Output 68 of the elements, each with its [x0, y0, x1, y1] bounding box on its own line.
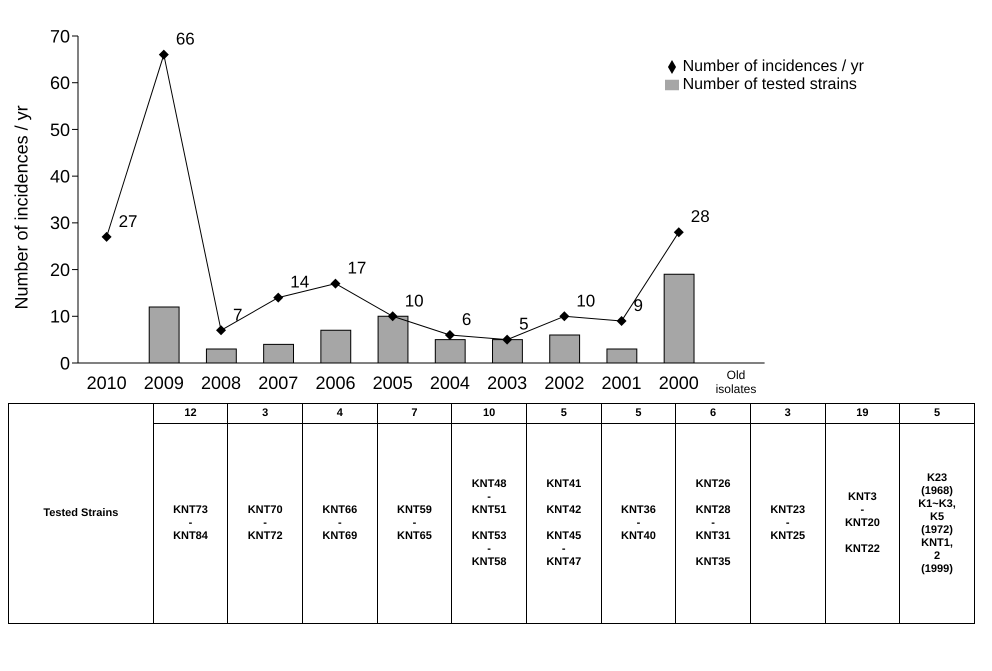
point — [674, 227, 684, 238]
data-label: 9 — [634, 296, 644, 315]
y-axis-title: Number of incidences / yr — [11, 105, 32, 310]
point — [559, 311, 570, 322]
text: 7 — [377, 404, 452, 424]
x-tick-label: 2002 — [544, 373, 584, 393]
text: 4 — [302, 404, 378, 424]
text: 5 — [601, 404, 676, 424]
text: 5 — [900, 404, 974, 424]
point — [388, 311, 398, 322]
point — [273, 292, 284, 303]
x-tick-label: Old isolates — [716, 368, 756, 396]
point — [102, 232, 112, 242]
data-label: 17 — [347, 258, 366, 278]
x-tick-label: 2010 — [86, 373, 127, 393]
point — [444, 330, 455, 340]
text: K23 (1968) K1~K3, K5 (1972) KNT1, 2 (1999) — [900, 424, 974, 624]
text: KNT70 - KNT72 — [228, 424, 302, 624]
y-tick-label: 60 — [50, 73, 70, 94]
data-label: 7 — [233, 305, 243, 324]
text: 5 — [526, 404, 602, 424]
text: KNT41 KNT42 KNT45 - KNT47 — [546, 478, 582, 568]
text: 19 — [825, 404, 900, 424]
point — [502, 334, 512, 345]
y-tick-label: 0 — [60, 353, 70, 374]
text: 3 — [750, 404, 826, 424]
point — [616, 316, 627, 326]
text: KNT48 - KNT51 KNT53 - KNT58 — [472, 478, 507, 568]
x-tick-label: 2007 — [258, 373, 298, 393]
x-tick-label: 2003 — [487, 373, 528, 393]
text: Tested Strains — [8, 404, 154, 624]
y-tick-label: 50 — [50, 120, 70, 140]
text: KNT3 - KNT20 KNT22 — [844, 491, 880, 555]
x-tick-label: 2000 — [658, 373, 699, 393]
point — [216, 325, 226, 336]
y-tick-label: 70 — [50, 26, 70, 46]
data-label: 10 — [576, 291, 596, 310]
x-tick-label: 2004 — [430, 373, 470, 393]
data-label: 14 — [290, 272, 310, 292]
x-tick-label: 2008 — [201, 373, 242, 393]
x-tick-label: 2009 — [144, 373, 184, 393]
x-tick-label: 2001 — [602, 373, 642, 393]
text: 6 — [676, 404, 750, 424]
text: 3 — [228, 404, 302, 424]
legend-label: Number of tested strains — [682, 76, 857, 93]
data-label: 66 — [176, 30, 195, 49]
point — [330, 278, 340, 289]
point — [158, 50, 169, 60]
legend-label: Number of incidences / yr — [682, 58, 864, 75]
text: KNT66 - KNT69 — [302, 424, 378, 624]
y-tick-label: 10 — [50, 306, 70, 327]
text: KNT26 KNT28 - KNT31 KNT35 — [696, 478, 730, 568]
data-label: 10 — [404, 291, 424, 310]
y-tick-label: 40 — [50, 166, 70, 187]
text: KNT59 - KNT65 — [377, 424, 452, 624]
text: 10 — [452, 404, 526, 424]
text: KNT23 - KNT25 — [750, 424, 826, 624]
x-tick-label: 2005 — [372, 373, 413, 393]
data-label: 27 — [118, 212, 138, 231]
data-label: 28 — [690, 207, 710, 226]
x-tick-label: 2006 — [315, 373, 356, 393]
text: KNT73 - KNT84 — [153, 424, 228, 624]
y-tick-label: 30 — [50, 213, 70, 234]
text: 12 — [153, 404, 228, 424]
data-label: 5 — [519, 314, 529, 334]
data-label: 6 — [462, 310, 472, 329]
text: KNT36 - KNT40 — [601, 424, 676, 624]
y-tick-label: 20 — [50, 260, 70, 280]
